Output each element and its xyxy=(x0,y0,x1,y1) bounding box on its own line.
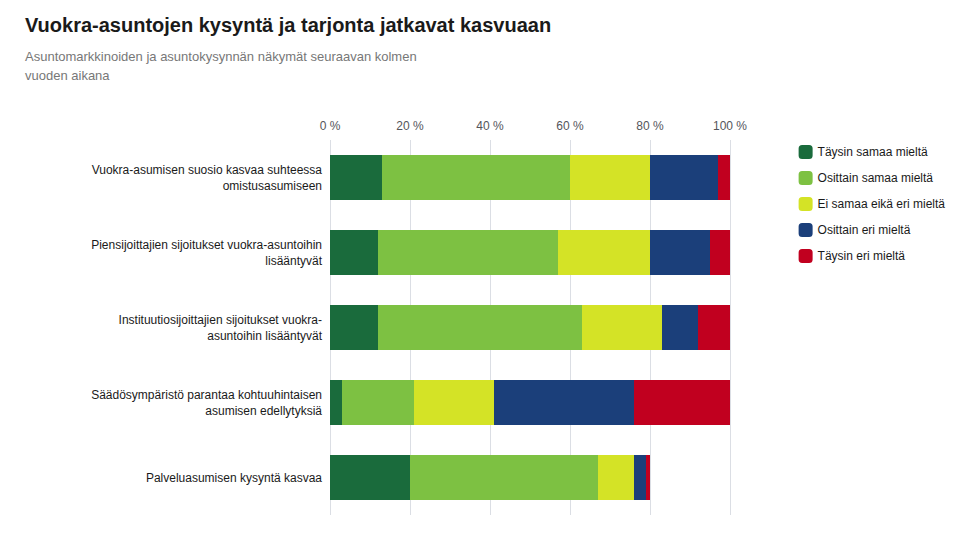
svg-text:Instituutiosijoittajien sijoit: Instituutiosijoittajien sijoitukset vuok… xyxy=(119,313,322,327)
svg-text:Vuokra-asuntojen kysyntä ja ta: Vuokra-asuntojen kysyntä ja tarjonta jat… xyxy=(25,14,551,36)
svg-text:100 %: 100 % xyxy=(713,119,747,133)
svg-text:60 %: 60 % xyxy=(556,119,584,133)
svg-text:80 %: 80 % xyxy=(636,119,664,133)
svg-text:vuoden aikana: vuoden aikana xyxy=(25,68,110,83)
svg-text:lisääntyvät: lisääntyvät xyxy=(265,254,322,268)
svg-text:Palveluasumisen kysyntä kasvaa: Palveluasumisen kysyntä kasvaa xyxy=(146,471,322,485)
svg-text:omistusasumiseen: omistusasumiseen xyxy=(223,179,322,193)
svg-text:Täysin eri mieltä: Täysin eri mieltä xyxy=(818,249,906,263)
svg-text:Täysin samaa mieltä: Täysin samaa mieltä xyxy=(818,145,928,159)
svg-text:0 %: 0 % xyxy=(320,119,341,133)
svg-text:Ei samaa eikä eri mieltä: Ei samaa eikä eri mieltä xyxy=(818,197,946,211)
svg-text:Asuntomarkkinoiden ja asuntoky: Asuntomarkkinoiden ja asuntokysynnän näk… xyxy=(25,49,417,64)
svg-text:20 %: 20 % xyxy=(396,119,424,133)
svg-text:Piensijoittajien sijoitukset v: Piensijoittajien sijoitukset vuokra-asun… xyxy=(91,238,322,252)
svg-text:40 %: 40 % xyxy=(476,119,504,133)
svg-text:Osittain samaa mieltä: Osittain samaa mieltä xyxy=(818,171,934,185)
svg-text:Osittain eri mieltä: Osittain eri mieltä xyxy=(818,223,911,237)
svg-text:asumisen edellytyksiä: asumisen edellytyksiä xyxy=(205,404,322,418)
svg-text:asuntoihin lisääntyvät: asuntoihin lisääntyvät xyxy=(207,329,322,343)
svg-text:Säädösympäristö parantaa kohtu: Säädösympäristö parantaa kohtuuhintaisen xyxy=(91,388,322,402)
svg-text:Vuokra-asumisen suosio kasvaa: Vuokra-asumisen suosio kasvaa suhteessa xyxy=(92,163,323,177)
